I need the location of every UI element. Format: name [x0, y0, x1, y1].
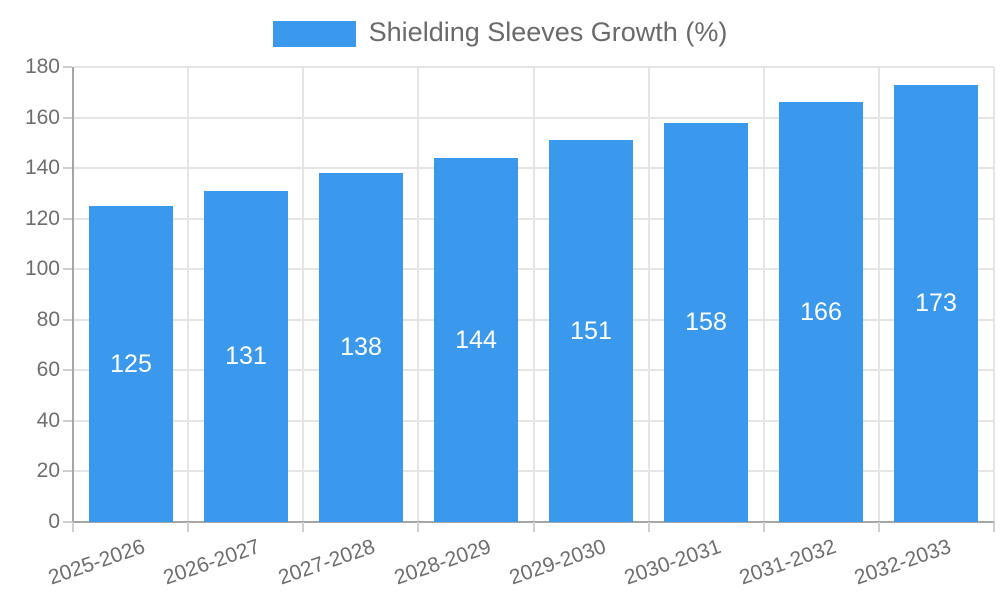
- y-axis-label: 180: [24, 55, 60, 78]
- y-axis-tick: [63, 419, 72, 422]
- bar-value-label: 138: [340, 333, 382, 362]
- y-axis-tick: [63, 66, 72, 68]
- bar[interactable]: 131: [204, 190, 288, 522]
- bar[interactable]: 138: [319, 173, 403, 522]
- y-axis-line: [72, 67, 74, 522]
- x-axis-label: 2029-2030: [506, 535, 609, 590]
- bar-value-label: 151: [570, 316, 612, 345]
- y-axis-tick: [63, 217, 72, 220]
- y-axis-label: 120: [24, 206, 60, 230]
- y-axis-tick: [63, 470, 72, 473]
- bar[interactable]: 151: [549, 140, 633, 522]
- bar-value-label: 173: [915, 288, 957, 317]
- x-axis-tick: [762, 522, 765, 532]
- y-axis-tick: [63, 268, 72, 271]
- y-axis-tick: [63, 369, 72, 372]
- x-gridline: [417, 67, 420, 522]
- x-gridline: [877, 67, 880, 522]
- x-gridline: [302, 67, 305, 522]
- bar[interactable]: 166: [779, 102, 863, 522]
- x-axis-label: 2031-2032: [736, 535, 839, 590]
- legend-label: Shielding Sleeves Growth (%): [368, 17, 728, 47]
- x-gridline: [187, 67, 190, 522]
- x-axis-tick: [993, 522, 995, 532]
- y-axis-tick: [63, 318, 72, 321]
- x-axis-label: 2025-2026: [45, 535, 149, 590]
- x-axis-tick: [647, 522, 650, 532]
- y-axis-label: 140: [24, 156, 60, 180]
- bar-value-label: 166: [800, 297, 842, 326]
- legend[interactable]: Shielding Sleeves Growth (%): [0, 19, 1000, 48]
- x-axis-tick: [877, 522, 880, 532]
- x-axis-tick: [417, 522, 420, 532]
- x-axis-label: 2030-2031: [621, 535, 724, 590]
- y-axis-label: 160: [24, 105, 60, 129]
- x-axis-label: 2026-2027: [160, 535, 264, 590]
- y-axis-label: 40: [36, 408, 60, 432]
- legend-swatch: [272, 20, 356, 47]
- x-axis-tick: [302, 522, 305, 532]
- bar-value-label: 125: [110, 349, 152, 378]
- y-axis-tick: [63, 167, 72, 170]
- x-axis-label: 2032-2033: [851, 535, 954, 590]
- x-axis-label: 2027-2028: [275, 535, 379, 590]
- x-axis-tick: [532, 522, 535, 532]
- x-gridline: [647, 67, 650, 522]
- y-axis-label: 0: [48, 510, 60, 533]
- x-axis-tick: [187, 522, 190, 532]
- bar[interactable]: 125: [89, 206, 173, 522]
- x-gridline: [532, 67, 535, 522]
- y-axis-label: 100: [24, 257, 60, 281]
- x-gridline: [762, 67, 765, 522]
- x-axis-tick: [72, 522, 74, 532]
- y-axis-tick: [63, 116, 72, 119]
- y-axis-label: 20: [36, 459, 60, 483]
- bar[interactable]: 158: [664, 122, 748, 522]
- bar-value-label: 158: [685, 307, 727, 336]
- bar[interactable]: 173: [894, 84, 978, 522]
- y-axis-label: 60: [36, 358, 60, 382]
- bar-value-label: 131: [225, 341, 267, 370]
- y-axis-tick: [63, 521, 72, 523]
- bar-value-label: 144: [455, 325, 497, 354]
- bar[interactable]: 144: [434, 158, 518, 522]
- x-axis-label: 2028-2029: [390, 535, 494, 590]
- x-gridline: [993, 67, 995, 522]
- y-axis-label: 80: [36, 307, 60, 331]
